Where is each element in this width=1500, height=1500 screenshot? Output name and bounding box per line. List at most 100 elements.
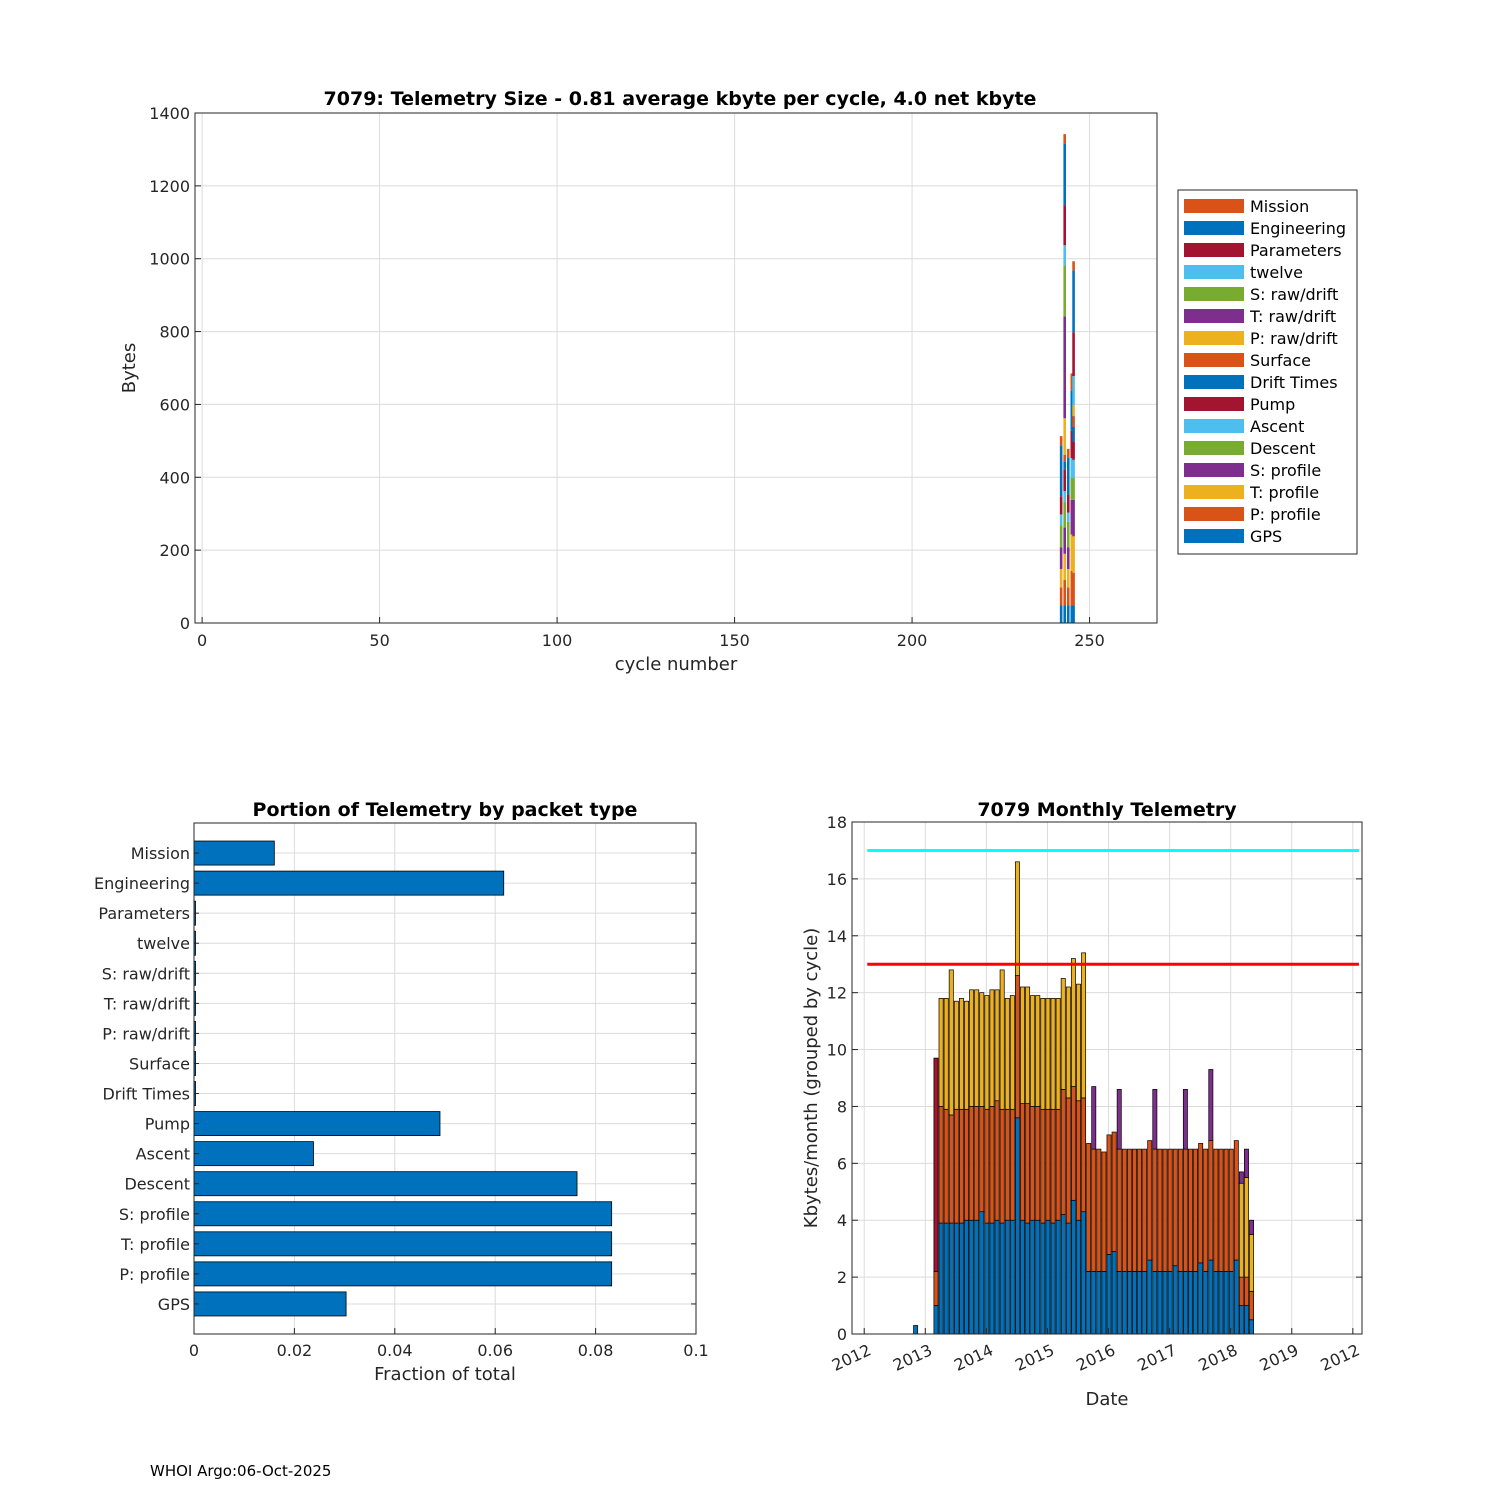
top-bar-segment — [1070, 534, 1074, 571]
top-bar-segment — [1070, 390, 1074, 431]
bl-bar — [193, 840, 275, 866]
br-bar-segment — [1030, 1106, 1036, 1221]
monthly-telemetry-chart: 7079 Monthly Telemetry 0 2 4 6 8 10 12 14 16 18 20… — [801, 799, 1363, 1410]
br-xtick-label: 2012 — [829, 1340, 874, 1374]
br-bar-segment — [1198, 1143, 1204, 1264]
br-bar-segment — [1055, 998, 1061, 1110]
top-xtick-label: 0 — [197, 631, 207, 650]
top-bar-segment — [1063, 491, 1067, 503]
br-bar-segment — [1035, 1219, 1041, 1335]
top-bar-segment — [1059, 569, 1063, 588]
top-legend-swatch — [1184, 529, 1244, 543]
top-bar-segment — [1063, 553, 1067, 581]
bl-bar — [193, 1291, 347, 1317]
top-bar-segment — [1059, 525, 1063, 548]
bl-category-label: P: raw/drift — [102, 1024, 190, 1043]
br-bar-segment — [974, 1219, 980, 1335]
br-bar-segment — [1157, 1271, 1163, 1335]
br-bar-segment — [1020, 1103, 1025, 1221]
top-bar-segment — [1059, 605, 1063, 623]
br-bar-segment — [1050, 998, 1056, 1110]
bl-xtick-label: 0.04 — [377, 1341, 413, 1360]
br-bar-segment — [1030, 1219, 1036, 1335]
br-bar-segment — [1228, 1148, 1234, 1272]
br-bar-segment — [1014, 1117, 1020, 1335]
top-legend-label: S: raw/drift — [1250, 285, 1338, 304]
top-bar-segment — [1066, 521, 1070, 548]
bl-category-label: P: profile — [119, 1265, 190, 1284]
br-bar-segment — [989, 1222, 995, 1335]
br-bar-segment — [948, 1222, 954, 1335]
br-bar-segment — [913, 1325, 919, 1335]
br-bar-segment — [1208, 1140, 1214, 1261]
br-bar-segment — [1045, 998, 1051, 1110]
br-bar-segment — [938, 1222, 944, 1335]
top-legend-swatch — [1184, 287, 1244, 301]
bl-bar — [193, 870, 505, 896]
br-bar-segment — [979, 1211, 985, 1335]
br-xtick-label: 2015 — [1012, 1340, 1057, 1374]
br-bar-segment — [1014, 861, 1020, 976]
br-bar-segment — [1060, 978, 1066, 1090]
top-ytick-label: 1200 — [149, 177, 190, 196]
br-bar-segment — [1244, 1276, 1249, 1306]
bl-category-label: S: profile — [119, 1205, 190, 1224]
top-legend-label: Mission — [1250, 197, 1309, 216]
br-bar-segment — [999, 1222, 1005, 1335]
br-bar-segment — [1025, 1222, 1031, 1335]
top-legend-swatch — [1184, 397, 1244, 411]
br-bar-segment — [943, 1222, 949, 1335]
top-bar-segment — [1063, 527, 1067, 554]
top-legend-label: Drift Times — [1250, 373, 1338, 392]
br-bar-segment — [1086, 1143, 1092, 1272]
br-bar-segment — [958, 998, 964, 1110]
br-bar-segment — [999, 969, 1005, 1110]
br-bar-segment — [1208, 1259, 1214, 1335]
br-bar-segment — [958, 1108, 964, 1224]
br-bar-segment — [1172, 1148, 1178, 1267]
br-bar-segment — [1091, 1086, 1097, 1150]
top-bar-segment — [1066, 457, 1070, 495]
br-bar-segment — [1238, 1276, 1244, 1306]
bl-category-label: Engineering — [94, 874, 190, 893]
br-bar-segment — [1233, 1259, 1239, 1335]
br-bar-segment — [989, 1106, 995, 1224]
br-chart-title: 7079 Monthly Telemetry — [977, 799, 1237, 821]
top-bar-segment — [1066, 547, 1070, 570]
br-bar-segment — [979, 992, 985, 1107]
br-bar-segment — [1035, 995, 1041, 1107]
br-bar-segment — [1060, 1089, 1066, 1215]
top-ytick-label: 1400 — [149, 104, 190, 123]
top-bar-segment — [1066, 512, 1070, 522]
br-bar-segment — [1004, 1108, 1010, 1221]
br-bar-segment — [953, 1108, 959, 1224]
top-xtick-label: 100 — [542, 631, 573, 650]
br-bar-segment — [1014, 975, 1020, 1119]
top-legend-label: T: profile — [1249, 483, 1319, 502]
top-bar-segment — [1070, 570, 1074, 606]
top-ytick-label: 1000 — [149, 250, 190, 269]
br-bar-segment — [1081, 1097, 1087, 1213]
br-bar-segment — [1193, 1148, 1198, 1272]
bl-xtick-label: 0.02 — [277, 1341, 313, 1360]
bl-bar — [193, 1111, 441, 1137]
top-legend-swatch — [1184, 309, 1244, 323]
top-legend-swatch — [1184, 265, 1244, 279]
top-legend-swatch — [1184, 419, 1244, 433]
br-bar-segment — [1004, 1219, 1010, 1335]
top-legend-label: Parameters — [1250, 241, 1342, 260]
br-bar-segment — [1040, 1108, 1046, 1224]
top-ytick-label: 0 — [180, 614, 190, 633]
bl-bar — [193, 1171, 578, 1197]
br-bar-segment — [1020, 986, 1025, 1104]
packet-portion-chart: Portion of Telemetry by packet type 0 0.0… — [94, 799, 709, 1385]
top-xtick-label: 200 — [897, 631, 928, 650]
br-bar-segment — [1070, 1199, 1076, 1335]
br-bar-segment — [1126, 1148, 1132, 1272]
br-bar-segment — [1096, 1271, 1102, 1335]
bl-xtick-label: 0 — [189, 1341, 199, 1360]
bl-category-label: Descent — [124, 1175, 190, 1194]
top-bar-segment — [1066, 494, 1070, 513]
br-bar-segment — [1065, 1222, 1071, 1335]
top-ytick-label: 600 — [159, 395, 190, 414]
